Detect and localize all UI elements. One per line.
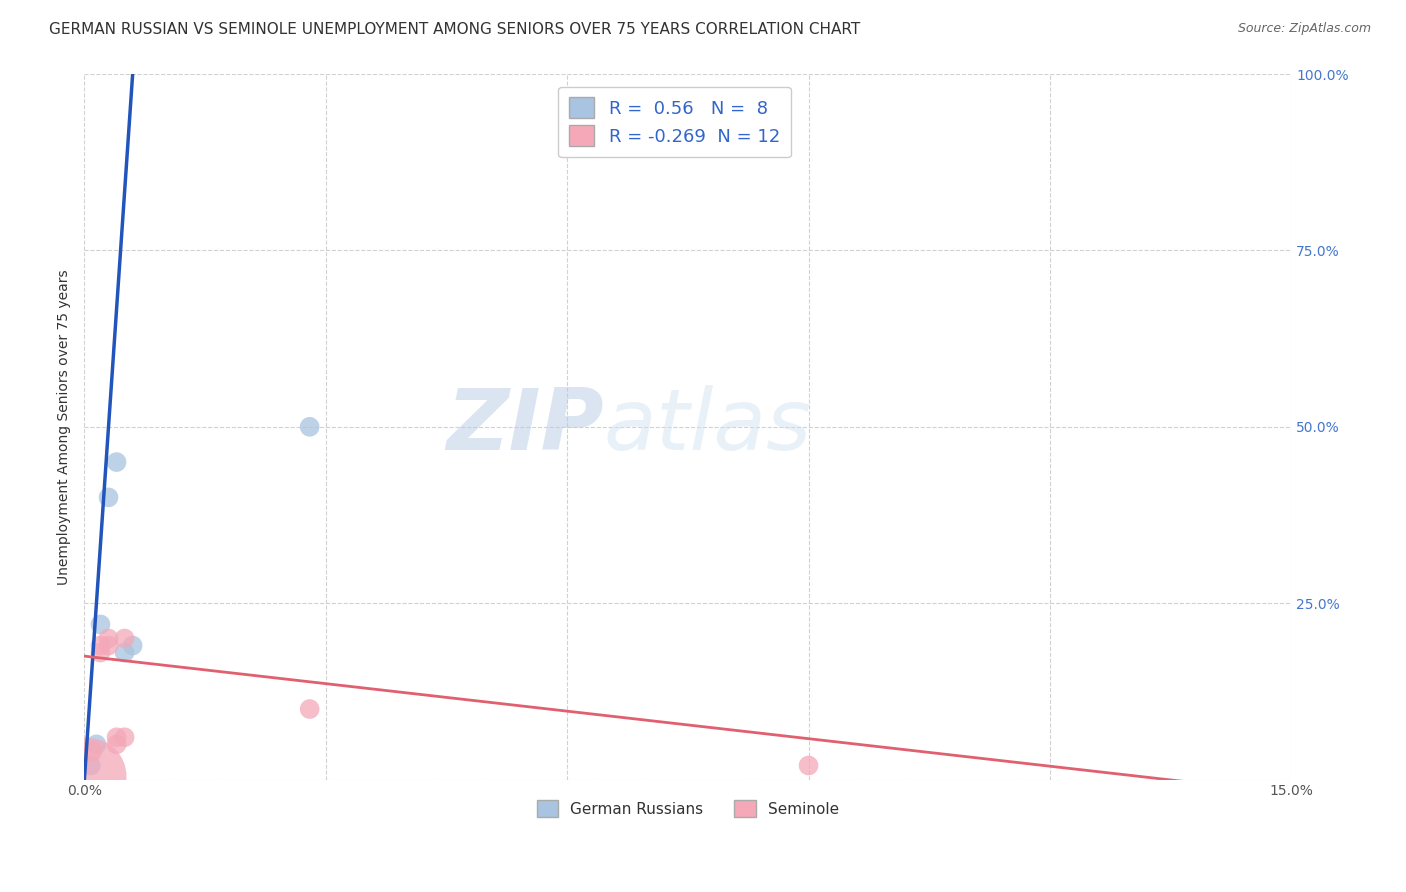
Point [114, 646, 136, 660]
Point [77, 769, 100, 783]
Point [105, 731, 128, 745]
Point [114, 632, 136, 646]
Point [105, 455, 128, 469]
Text: ZIP: ZIP [446, 385, 603, 468]
Point [121, 639, 143, 653]
Point [86, 737, 108, 751]
Point [97, 639, 120, 653]
Point [80, 758, 103, 772]
Text: atlas: atlas [603, 385, 811, 468]
Point [105, 737, 128, 751]
Point [89, 646, 111, 660]
Point [89, 639, 111, 653]
Point [114, 731, 136, 745]
Text: Source: ZipAtlas.com: Source: ZipAtlas.com [1237, 22, 1371, 36]
Legend: German Russians, Seminole: German Russians, Seminole [529, 792, 846, 825]
Point [82, 744, 104, 758]
Point [298, 702, 321, 716]
Point [97, 632, 120, 646]
Point [97, 491, 120, 505]
Text: GERMAN RUSSIAN VS SEMINOLE UNEMPLOYMENT AMONG SENIORS OVER 75 YEARS CORRELATION : GERMAN RUSSIAN VS SEMINOLE UNEMPLOYMENT … [49, 22, 860, 37]
Y-axis label: Unemployment Among Seniors over 75 years: Unemployment Among Seniors over 75 years [58, 269, 72, 584]
Point [298, 419, 321, 434]
Point [797, 758, 820, 772]
Point [89, 617, 111, 632]
